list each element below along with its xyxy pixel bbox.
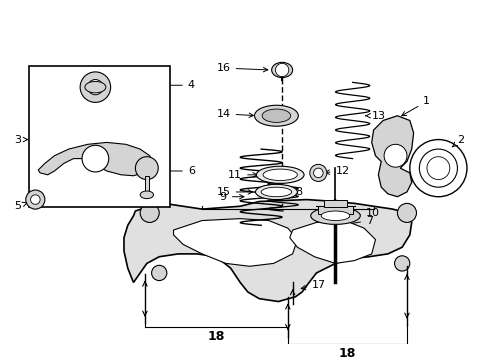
Text: 5: 5 (14, 201, 27, 211)
Circle shape (135, 157, 158, 180)
Circle shape (31, 195, 40, 204)
Text: 12: 12 (325, 166, 349, 176)
Text: 18: 18 (338, 347, 355, 360)
Circle shape (313, 168, 323, 178)
Bar (144, 176, 148, 195)
Text: 3: 3 (14, 135, 27, 145)
Ellipse shape (262, 109, 290, 122)
Polygon shape (173, 219, 297, 266)
Text: 10: 10 (353, 208, 379, 218)
Circle shape (397, 203, 416, 222)
Circle shape (82, 145, 108, 172)
Text: 11: 11 (227, 170, 257, 180)
Bar (324, 199, 346, 207)
Circle shape (151, 265, 166, 280)
Circle shape (26, 190, 45, 209)
Polygon shape (124, 199, 411, 302)
Text: 9: 9 (219, 192, 244, 202)
Ellipse shape (271, 62, 292, 78)
Text: 4: 4 (114, 80, 195, 90)
Polygon shape (289, 221, 375, 264)
Text: 6: 6 (156, 166, 194, 176)
Polygon shape (371, 116, 413, 197)
Circle shape (140, 203, 159, 222)
Text: 2: 2 (451, 135, 464, 147)
Ellipse shape (140, 191, 153, 199)
Circle shape (309, 164, 326, 181)
Ellipse shape (254, 105, 298, 126)
Text: 7: 7 (344, 216, 372, 226)
Bar (29, 66, 169, 207)
Polygon shape (38, 143, 152, 176)
Ellipse shape (261, 187, 291, 197)
Text: 13: 13 (365, 111, 385, 121)
Text: 17: 17 (301, 280, 325, 290)
Ellipse shape (255, 184, 297, 199)
Ellipse shape (310, 207, 360, 224)
Circle shape (426, 157, 449, 180)
Text: 15: 15 (216, 187, 252, 197)
Circle shape (394, 256, 409, 271)
Text: 1: 1 (401, 96, 429, 116)
Text: 14: 14 (216, 109, 253, 119)
Circle shape (80, 72, 110, 102)
Text: 16: 16 (216, 63, 267, 73)
Ellipse shape (85, 81, 105, 93)
Text: 18: 18 (207, 330, 224, 343)
Bar (318, 206, 352, 214)
Ellipse shape (263, 169, 297, 180)
Circle shape (383, 144, 406, 167)
Ellipse shape (321, 211, 349, 221)
Ellipse shape (256, 166, 304, 183)
Circle shape (275, 63, 288, 77)
Circle shape (87, 80, 103, 95)
Text: 8: 8 (277, 187, 302, 197)
